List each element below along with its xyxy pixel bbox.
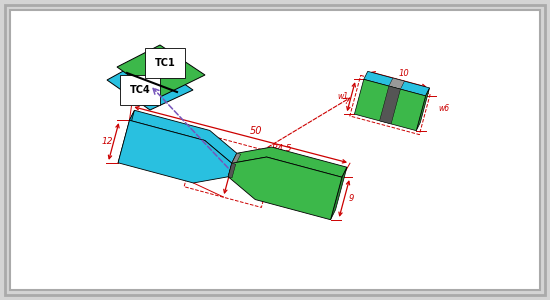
Polygon shape — [379, 86, 400, 124]
Polygon shape — [228, 163, 236, 178]
Polygon shape — [331, 167, 347, 220]
Text: 12: 12 — [102, 137, 113, 146]
FancyBboxPatch shape — [10, 10, 540, 290]
Text: 50: 50 — [250, 126, 262, 136]
Polygon shape — [364, 71, 430, 96]
Text: 10: 10 — [398, 69, 409, 78]
Text: 9: 9 — [349, 194, 354, 203]
Polygon shape — [129, 110, 237, 163]
Text: TC1: TC1 — [155, 58, 175, 68]
Text: R4.5: R4.5 — [272, 144, 292, 153]
Text: 18: 18 — [232, 171, 243, 180]
Text: w6: w6 — [438, 104, 449, 113]
Polygon shape — [389, 78, 404, 89]
Polygon shape — [232, 153, 241, 164]
Polygon shape — [107, 58, 193, 110]
Polygon shape — [416, 88, 430, 131]
Polygon shape — [354, 79, 426, 131]
Text: TC4: TC4 — [130, 85, 150, 95]
Polygon shape — [232, 147, 347, 177]
Polygon shape — [228, 157, 342, 220]
Polygon shape — [118, 120, 232, 183]
Polygon shape — [117, 45, 205, 97]
Text: 15: 15 — [251, 173, 261, 182]
Text: w1: w1 — [338, 92, 349, 101]
Polygon shape — [118, 110, 134, 163]
